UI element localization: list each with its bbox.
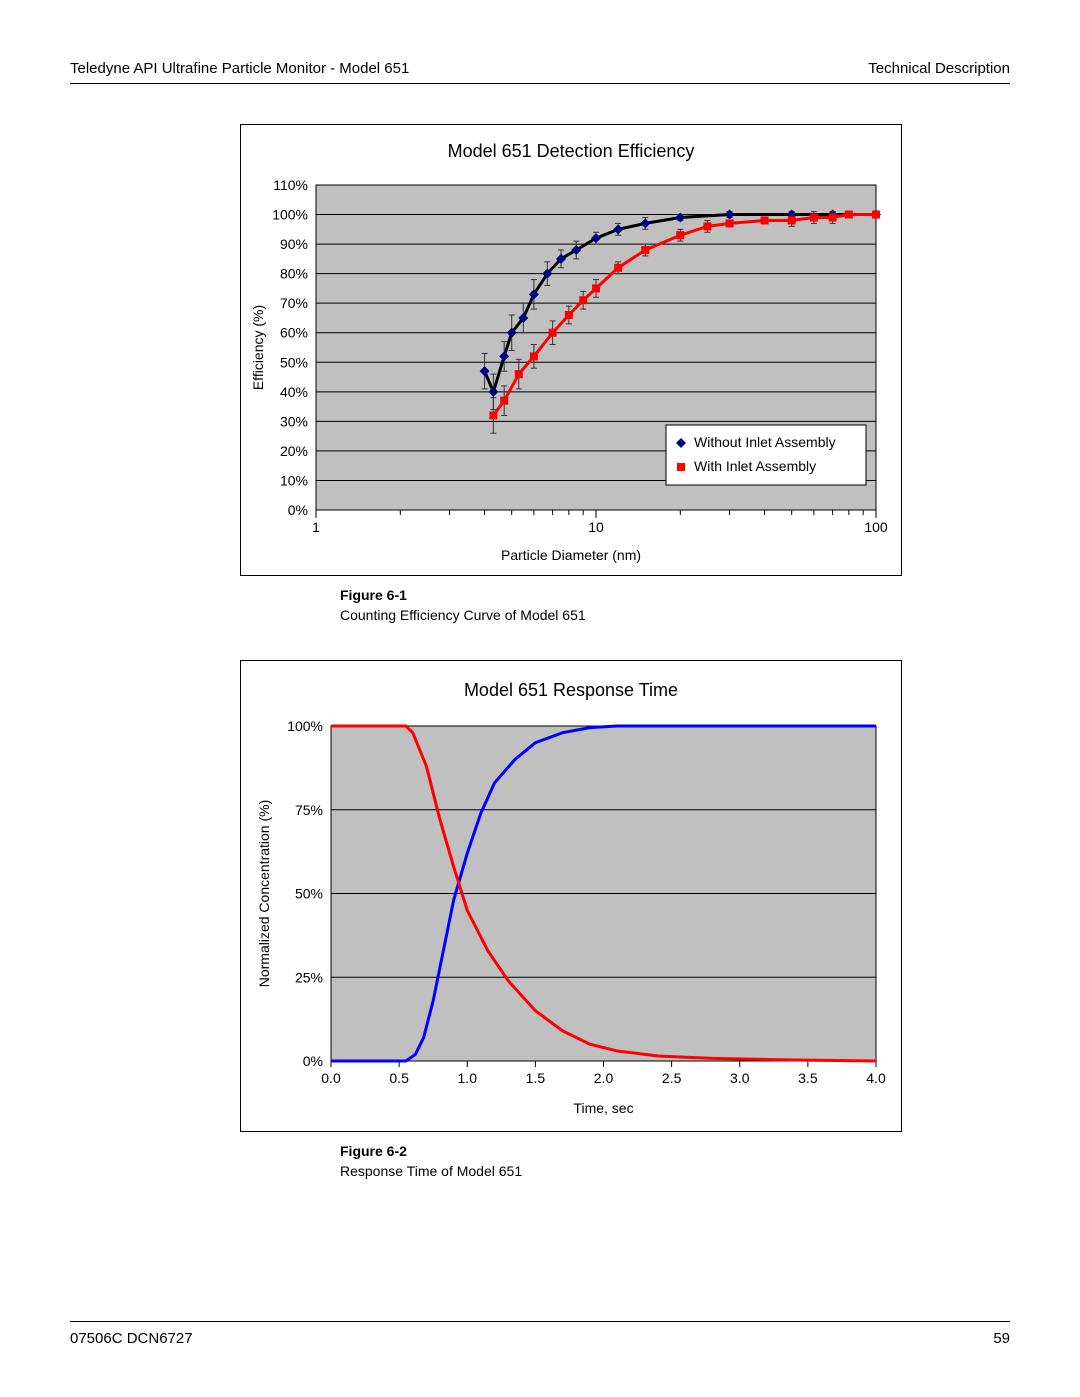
svg-text:100: 100: [864, 519, 888, 535]
svg-text:50%: 50%: [295, 886, 323, 902]
svg-text:Model 651 Detection Efficiency: Model 651 Detection Efficiency: [448, 141, 695, 161]
svg-text:80%: 80%: [280, 266, 308, 282]
svg-text:4.0: 4.0: [866, 1070, 886, 1086]
svg-text:2.0: 2.0: [594, 1070, 614, 1086]
figure-1-chart: 0% 10% 20% 30% 40% 50% 60% 70% 80% 90% 100% 110% 1 10…: [241, 125, 901, 575]
svg-text:2.5: 2.5: [662, 1070, 682, 1086]
svg-text:100%: 100%: [272, 207, 308, 223]
svg-text:3.5: 3.5: [798, 1070, 818, 1086]
footer-left: 07506C DCN6727: [70, 1330, 193, 1347]
svg-text:40%: 40%: [280, 384, 308, 400]
svg-text:30%: 30%: [280, 413, 308, 429]
svg-text:20%: 20%: [280, 443, 308, 459]
figure-2-number: Figure 6-2: [340, 1143, 407, 1159]
svg-text:75%: 75%: [295, 802, 323, 818]
svg-text:Without Inlet Assembly: Without Inlet Assembly: [694, 434, 836, 450]
svg-text:Model 651 Response Time: Model 651 Response Time: [464, 680, 678, 700]
svg-text:0%: 0%: [288, 502, 308, 518]
figure-1-box: 0% 10% 20% 30% 40% 50% 60% 70% 80% 90% 100% 110% 1 10…: [240, 124, 902, 576]
svg-text:1: 1: [312, 519, 320, 535]
footer-right: 59: [993, 1330, 1010, 1347]
svg-text:Particle Diameter (nm): Particle Diameter (nm): [501, 547, 641, 563]
figure-2-caption-text: Response Time of Model 651: [340, 1163, 522, 1179]
svg-text:Time, sec: Time, sec: [573, 1100, 633, 1116]
svg-text:100%: 100%: [287, 718, 323, 734]
svg-text:10: 10: [588, 519, 604, 535]
svg-text:25%: 25%: [295, 969, 323, 985]
page-footer: 07506C DCN6727 59: [70, 1321, 1010, 1347]
figure-1-caption: Figure 6-1 Counting Efficiency Curve of …: [340, 586, 1010, 625]
figure-2-caption: Figure 6-2 Response Time of Model 651: [340, 1142, 1010, 1181]
svg-text:10%: 10%: [280, 472, 308, 488]
figure-1-caption-text: Counting Efficiency Curve of Model 651: [340, 607, 586, 623]
svg-text:3.0: 3.0: [730, 1070, 750, 1086]
header-left: Teledyne API Ultrafine Particle Monitor …: [70, 60, 409, 77]
svg-text:70%: 70%: [280, 295, 308, 311]
svg-text:1.5: 1.5: [526, 1070, 546, 1086]
svg-text:1.0: 1.0: [458, 1070, 478, 1086]
svg-text:0.5: 0.5: [389, 1070, 409, 1086]
svg-text:With Inlet Assembly: With Inlet Assembly: [694, 458, 816, 474]
page-header: Teledyne API Ultrafine Particle Monitor …: [70, 60, 1010, 84]
svg-text:0.0: 0.0: [321, 1070, 341, 1086]
svg-text:110%: 110%: [273, 177, 308, 193]
header-right: Technical Description: [868, 60, 1010, 77]
svg-text:Efficiency (%): Efficiency (%): [250, 305, 266, 390]
svg-text:Normalized Concentration (%): Normalized Concentration (%): [256, 800, 272, 988]
figure-2-box: 0% 25% 50% 75% 100% 0.0 0.5 1.0 1.5 2.0 2.5 3.0 3.5 4…: [240, 660, 902, 1132]
svg-text:60%: 60%: [280, 325, 308, 341]
figure-1-number: Figure 6-1: [340, 587, 407, 603]
svg-text:0%: 0%: [303, 1053, 323, 1069]
svg-text:50%: 50%: [280, 354, 308, 370]
figure-2-chart: 0% 25% 50% 75% 100% 0.0 0.5 1.0 1.5 2.0 2.5 3.0 3.5 4…: [241, 661, 901, 1131]
svg-text:90%: 90%: [280, 236, 308, 252]
